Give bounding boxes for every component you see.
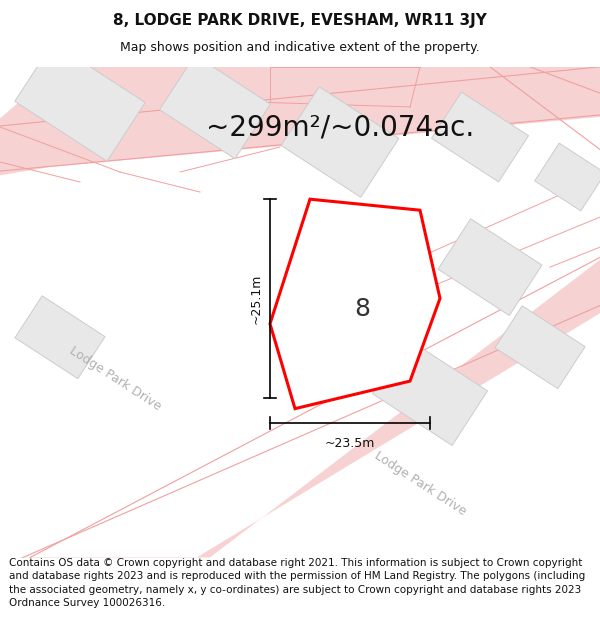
Polygon shape [438,219,542,316]
Polygon shape [160,55,271,159]
Polygon shape [270,199,440,409]
Text: Lodge Park Drive: Lodge Park Drive [67,344,163,413]
Polygon shape [373,339,488,446]
Text: ~299m²/~0.074ac.: ~299m²/~0.074ac. [206,114,474,141]
Text: 8: 8 [355,296,371,321]
Polygon shape [431,92,529,182]
Polygon shape [0,252,600,568]
Text: ~25.1m: ~25.1m [250,273,263,324]
Text: ~23.5m: ~23.5m [325,437,375,450]
Polygon shape [0,67,600,177]
Polygon shape [15,296,105,379]
Polygon shape [281,87,399,198]
Text: 8, LODGE PARK DRIVE, EVESHAM, WR11 3JY: 8, LODGE PARK DRIVE, EVESHAM, WR11 3JY [113,13,487,28]
Polygon shape [15,42,145,161]
Text: Contains OS data © Crown copyright and database right 2021. This information is : Contains OS data © Crown copyright and d… [9,558,585,608]
Text: Map shows position and indicative extent of the property.: Map shows position and indicative extent… [120,41,480,54]
Polygon shape [495,306,585,389]
Text: Lodge Park Drive: Lodge Park Drive [372,449,468,518]
Polygon shape [535,143,600,211]
